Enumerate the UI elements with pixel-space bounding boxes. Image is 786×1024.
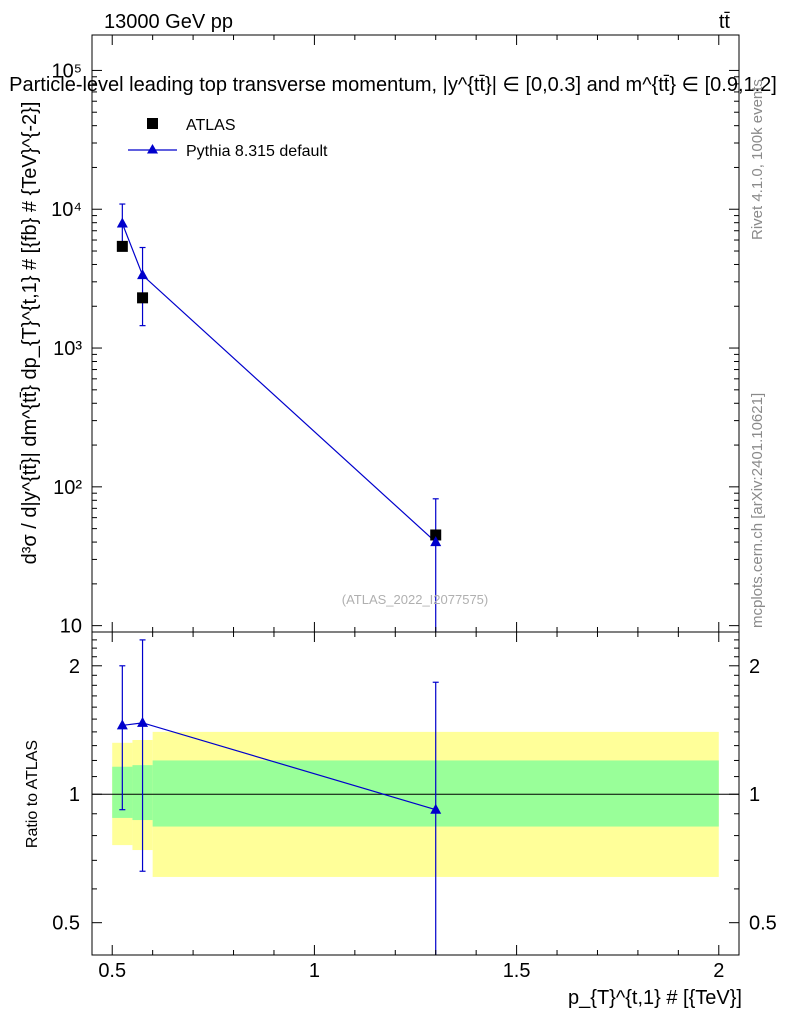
process-label: tt̄ (719, 11, 731, 33)
mc-point-marker (430, 536, 442, 547)
legend-data-label: ATLAS (186, 117, 236, 134)
legend-mc-label: Pythia 8.315 default (186, 143, 328, 160)
main-y-tick-label: 10⁵ (51, 60, 82, 82)
mc-series-line (121, 223, 437, 543)
ratio-frame (91, 631, 740, 956)
ratio-y-tick-label: 2 (69, 656, 80, 678)
ratio-y-tick-label-right: 0.5 (749, 913, 777, 935)
ratio-mc-point-marker (116, 719, 128, 730)
x-tick-label: 1 (309, 960, 320, 982)
ratio-y-tick-label: 1 (69, 784, 80, 806)
ratio-mc-point-marker (137, 716, 149, 727)
main-panel: 10 10² 10³ 10⁴ 10⁵ (ATLAS_2022_I2077575) d³σ… (19, 34, 740, 638)
analysis-watermark: (ATLAS_2022_I2077575) (342, 592, 488, 607)
data-point-marker (430, 529, 442, 541)
legend-mc-marker (147, 144, 158, 154)
legend-data-marker (147, 118, 158, 129)
x-tick-label: 0.5 (98, 960, 126, 982)
x-axis-label: p_{T}^{t,1} # [{TeV}] (568, 987, 742, 1009)
ratio-y-axis-label: Ratio to ATLAS (24, 740, 41, 848)
data-point-marker (137, 292, 149, 304)
main-y-tick-label: 10² (53, 477, 82, 499)
data-point-marker (116, 240, 128, 252)
main-y-tick-label: 10⁴ (51, 199, 82, 221)
main-y-tick-label: 10 (60, 616, 82, 638)
mc-point-marker (137, 269, 149, 280)
main-y-tick-label: 10³ (53, 338, 82, 360)
main-y-axis-label: d³σ / d|y^{tt̄}| dm^{tt̄} dp_{T}^{t,1} #… (19, 102, 41, 565)
mc-point-marker (116, 217, 128, 228)
plot-title: Particle-level leading top transverse mo… (9, 74, 777, 96)
ratio-y-tick-label-right: 1 (749, 784, 760, 806)
ratio-y-tick-label-right: 2 (749, 656, 760, 678)
energy-label: 13000 GeV pp (104, 11, 233, 33)
ratio-y-tick-label: 0.5 (52, 913, 80, 935)
ratio-mc-point-marker (430, 803, 442, 814)
mcplots-label: mcplots.cern.ch [arXiv:2401.10621] (749, 393, 766, 628)
x-tick-label: 1.5 (503, 960, 531, 982)
rivet-label: Rivet 4.1.0, 100k events (749, 79, 766, 240)
legend: ATLAS Pythia 8.315 default (128, 117, 328, 160)
x-tick-label: 2 (713, 960, 724, 982)
ratio-panel: 0.5 0.5 1 1 2 2 0.5 1 1.5 2 Ratio to ATLAS p_{T}^… (24, 631, 777, 1009)
